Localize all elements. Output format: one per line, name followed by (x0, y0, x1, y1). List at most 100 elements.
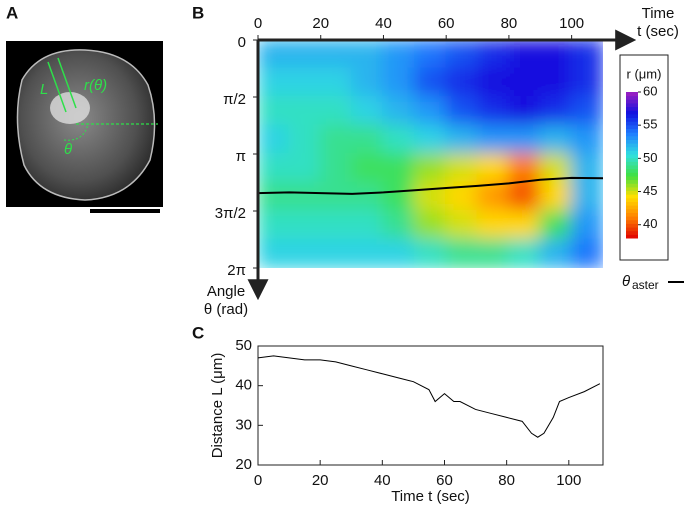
heatmap-cell (570, 124, 603, 155)
colorbar-swatch (626, 186, 638, 192)
heatmap-cell (319, 181, 354, 212)
heatmap-cell (445, 96, 479, 127)
colorbar-swatch (626, 223, 638, 228)
heatmap-cell (382, 67, 416, 98)
heatmap-cell (413, 96, 448, 127)
colorbar-swatch (626, 208, 638, 213)
colorbar-swatch (626, 212, 638, 217)
heatmap-cell (351, 67, 385, 98)
heatmap-cells (258, 40, 603, 268)
heatmap-cell (507, 67, 542, 98)
colorbar-swatch (626, 102, 638, 108)
colorbar-label: r (μm) (627, 66, 662, 81)
x-label: Time (642, 5, 675, 22)
heatmap-cell (288, 181, 322, 212)
colorbar-swatch (626, 117, 638, 122)
heatmap-cell (319, 238, 354, 268)
y-tick-label: π (236, 148, 246, 165)
y-label: θ (rad) (204, 301, 248, 318)
y-tick-label: 30 (235, 416, 252, 433)
x-tick-label: 40 (375, 15, 392, 32)
x-tick-label: 0 (254, 472, 262, 489)
colorbar-swatch (626, 113, 638, 119)
heatmap-cell (258, 124, 291, 155)
heatmap-cell (476, 181, 510, 212)
heatmap-cell (319, 124, 354, 155)
colorbar-swatch (626, 99, 638, 104)
y-label: Angle (207, 283, 245, 300)
x-label: Time t (sec) (391, 488, 470, 505)
heatmap-cell (351, 181, 385, 212)
x-tick-label: 100 (559, 15, 584, 32)
heatmap-cell (539, 67, 573, 98)
y-tick-label: 50 (235, 337, 252, 354)
heatmap-cell (288, 210, 322, 241)
heatmap-cell (382, 40, 416, 70)
heatmap-cell (258, 181, 291, 212)
heatmap-cell (507, 181, 542, 212)
heatmap-cell (413, 67, 448, 98)
heatmap-cell (507, 124, 542, 155)
colorbar-swatch (626, 154, 638, 159)
y-tick-label: 2π (227, 262, 246, 279)
heatmap-cell (413, 181, 448, 212)
annotation: r(θ) (84, 77, 107, 94)
heatmap-cell (476, 210, 510, 241)
colorbar-swatch (626, 146, 638, 151)
colorbar-swatch (626, 157, 638, 162)
heatmap-cell (539, 210, 573, 241)
colorbar-swatch (626, 124, 638, 129)
colorbar-swatch (626, 128, 638, 133)
y-tick-label: 40 (235, 377, 252, 394)
heatmap-cell (507, 238, 542, 268)
heatmap-cell (539, 181, 573, 212)
heatmap-cell (476, 153, 510, 184)
heatmap-cell (476, 238, 510, 268)
heatmap-cell (382, 124, 416, 155)
heatmap-cell (445, 67, 479, 98)
colorbar-swatch (626, 110, 638, 115)
colorbar-swatch (626, 165, 638, 170)
y-tick-label: 0 (238, 34, 246, 51)
heatmap-cell (258, 40, 291, 70)
colorbar-swatch (626, 95, 638, 100)
heatmap-cell (382, 181, 416, 212)
heatmap-cell (445, 153, 479, 184)
x-tick-label: 0 (254, 15, 262, 32)
colorbar-tick-label: 55 (643, 117, 657, 132)
colorbar-swatch (626, 132, 638, 137)
colorbar-swatch (626, 216, 638, 221)
y-tick-label: 20 (235, 456, 252, 473)
colorbar-swatch (626, 227, 638, 232)
heatmap-cell (507, 210, 542, 241)
heatmap-cell (445, 124, 479, 155)
x-tick-label: 20 (312, 472, 329, 489)
heatmap-cell (288, 67, 322, 98)
heatmap-cell (539, 238, 573, 268)
heatmap-cell (382, 96, 416, 127)
colorbar-tick-label: 50 (643, 150, 657, 165)
colorbar-swatch (626, 150, 638, 155)
y-tick-label: π/2 (223, 91, 246, 108)
y-label: Distance L (μm) (209, 353, 226, 459)
colorbar-swatch (626, 219, 638, 224)
heatmap-cell (507, 40, 542, 70)
x-tick-label: 80 (498, 472, 515, 489)
heatmap-cell (570, 40, 603, 70)
line (257, 355, 601, 438)
y-tick-label: 3π/2 (215, 205, 246, 222)
heatmap-cell (258, 238, 291, 268)
heatmap-cell (570, 210, 603, 241)
colorbar-swatch (626, 194, 638, 199)
x-tick-label: 40 (374, 472, 391, 489)
colorbar-swatch (626, 175, 638, 181)
x-tick-label: 60 (436, 472, 453, 489)
heatmap-cell (570, 96, 603, 127)
panel-label: C (192, 323, 204, 342)
colorbar-swatch (626, 121, 638, 126)
heatmap-cell (351, 153, 385, 184)
colorbar-swatch (626, 139, 638, 144)
heatmap-cell (570, 67, 603, 98)
heatmap-cell (413, 210, 448, 241)
